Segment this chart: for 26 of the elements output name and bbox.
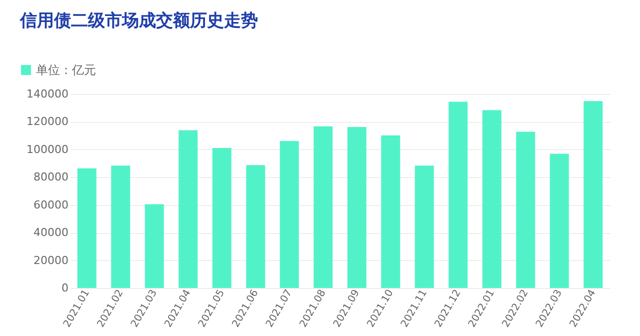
- y-tick-label: 40000: [34, 226, 68, 240]
- bar: [178, 130, 198, 288]
- bar: [584, 101, 603, 288]
- legend-label: 单位：亿元: [36, 63, 96, 77]
- bar: [550, 154, 569, 288]
- bar: [246, 165, 266, 288]
- bar: [414, 166, 434, 288]
- bar: [347, 126, 366, 288]
- y-tick-label: 80000: [34, 170, 68, 184]
- bar: [77, 168, 96, 288]
- y-tick-label: 140000: [26, 88, 68, 100]
- bar: [212, 148, 232, 288]
- y-tick-label: 120000: [26, 115, 68, 128]
- bar: [381, 135, 400, 288]
- bar: [482, 110, 502, 288]
- y-tick-label: 100000: [26, 142, 68, 156]
- bar: [144, 204, 164, 288]
- bar: [314, 126, 333, 288]
- y-tick-label: 60000: [34, 198, 68, 212]
- chart-title: 信用债二级市场成交额历史走势: [19, 11, 258, 31]
- bar: [448, 102, 468, 288]
- bar: [280, 140, 299, 288]
- bar: [111, 166, 130, 288]
- y-tick-label: 0: [62, 282, 68, 294]
- bar: [516, 132, 536, 288]
- y-tick-label: 20000: [34, 254, 68, 267]
